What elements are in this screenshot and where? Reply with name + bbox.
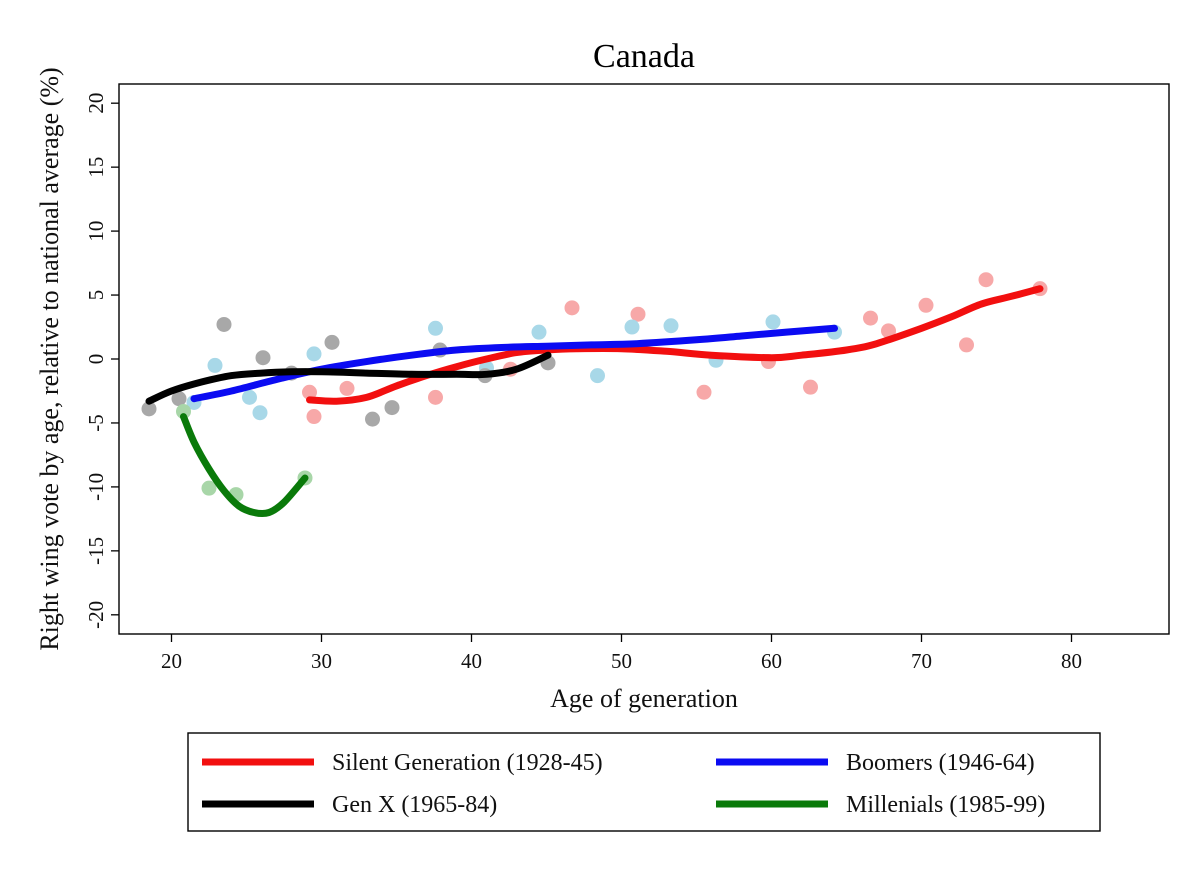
- scatter-point: [242, 389, 257, 405]
- y-axis-label: Right wing vote by age, relative to nati…: [35, 67, 64, 650]
- x-tick-label: 50: [611, 649, 632, 673]
- scatter-points: [141, 272, 1048, 503]
- scatter-point: [306, 409, 322, 425]
- scatter-point: [564, 300, 580, 316]
- scatter-point: [176, 403, 191, 419]
- scatter-point: [255, 350, 271, 366]
- scatter-point: [881, 323, 896, 339]
- scatter-point: [171, 391, 187, 407]
- scatter-point: [384, 400, 400, 416]
- legend-label: Silent Generation (1928-45): [332, 750, 603, 776]
- scatter-point: [339, 380, 355, 396]
- series-fit-line: [190, 324, 838, 403]
- series-fit-line: [180, 413, 309, 518]
- scatter-point: [624, 319, 640, 335]
- scatter-point: [663, 318, 679, 334]
- scatter-point: [918, 297, 934, 313]
- scatter-point: [978, 272, 994, 288]
- legend-label: Millenials (1985-99): [846, 792, 1045, 818]
- x-tick-label: 60: [761, 649, 782, 673]
- y-tick-label: 15: [84, 157, 108, 178]
- x-tick-label: 20: [161, 649, 182, 673]
- legend-label: Gen X (1965-84): [332, 792, 497, 818]
- scatter-point: [531, 324, 547, 340]
- scatter-point: [207, 357, 223, 373]
- scatter-point: [428, 320, 443, 336]
- scatter-point: [630, 306, 646, 322]
- x-tick-label: 30: [311, 649, 332, 673]
- scatter-point: [324, 334, 340, 350]
- scatter-point: [141, 401, 157, 417]
- y-tick-label: 20: [84, 93, 108, 114]
- scatter-point: [306, 346, 322, 362]
- y-tick-label: 5: [84, 290, 108, 301]
- scatter-point: [252, 405, 268, 421]
- y-tick-label: -10: [84, 473, 108, 501]
- x-tick-label: 40: [461, 649, 482, 673]
- y-tick-label: 10: [84, 221, 108, 242]
- series-fit-line: [306, 285, 1044, 405]
- legend-frame: [187, 732, 1101, 832]
- y-tick-label: -15: [84, 537, 108, 565]
- scatter-point: [590, 368, 605, 384]
- x-tick-label: 80: [1061, 649, 1082, 673]
- y-tick-label: -20: [84, 601, 108, 629]
- scatter-point: [428, 389, 443, 405]
- scatter-point: [201, 480, 217, 496]
- scatter-point: [863, 310, 878, 326]
- scatter-point: [803, 379, 818, 395]
- x-axis: 20 30 40 50 60 70 80: [161, 634, 1082, 673]
- legend-label: Boomers (1946-64): [846, 750, 1035, 776]
- x-axis-label: Age of generation: [550, 684, 738, 713]
- scatter-point: [696, 384, 712, 400]
- chart-title: Canada: [593, 38, 695, 75]
- y-axis: -20 -15 -10 -5 0 5 10 15 20: [84, 93, 119, 629]
- fit-lines: [145, 285, 1044, 518]
- y-tick-label: 0: [84, 354, 108, 365]
- y-tick-label: -5: [84, 414, 108, 432]
- x-tick-label: 70: [911, 649, 932, 673]
- scatter-point: [365, 411, 380, 427]
- scatter-point: [959, 337, 974, 353]
- scatter-point: [765, 314, 781, 330]
- scatter-point: [216, 316, 232, 332]
- series-fit-line: [145, 351, 552, 405]
- legend: Silent Generation (1928-45) Boomers (1946…: [202, 750, 1045, 818]
- scatter-point: [302, 384, 317, 400]
